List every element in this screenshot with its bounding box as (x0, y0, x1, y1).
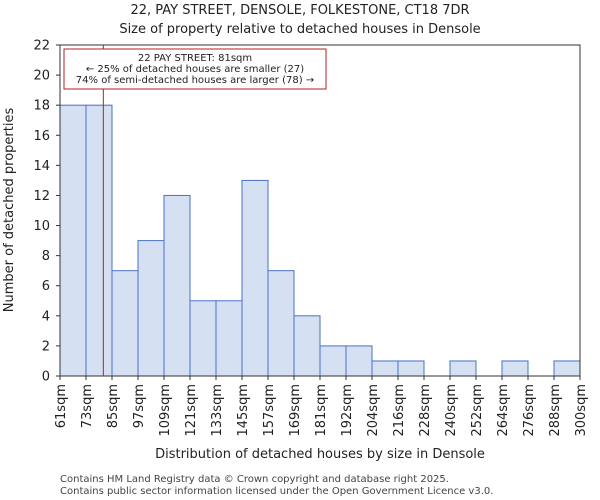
y-tick-label: 12 (33, 189, 50, 204)
annotation-box: 22 PAY STREET: 81sqm ← 25% of detached h… (63, 48, 327, 90)
x-axis-label: Distribution of detached houses by size … (155, 447, 485, 462)
y-tick-label: 14 (33, 159, 50, 174)
histogram-bar (449, 360, 477, 377)
histogram-bar (85, 104, 113, 377)
histogram-bar (163, 194, 191, 377)
annotation-line-2: ← 25% of detached houses are smaller (27… (86, 64, 304, 75)
x-tick-label: 300sqm (574, 384, 589, 437)
histogram-bar (553, 360, 581, 377)
y-tick-label: 20 (33, 69, 50, 84)
y-tick-label: 18 (33, 99, 50, 114)
x-tick-label: 97sqm (132, 384, 147, 428)
bars (59, 104, 581, 377)
x-tick-label: 169sqm (288, 384, 303, 437)
y-tick-label: 6 (42, 279, 50, 294)
x-tick-label: 61sqm (54, 384, 69, 428)
footer-line-2: Contains public sector information licen… (60, 486, 493, 497)
chart-subtitle: Size of property relative to detached ho… (119, 22, 480, 37)
x-tick-label: 145sqm (236, 384, 251, 437)
y-tick-label: 22 (33, 39, 50, 54)
x-tick-label: 121sqm (184, 384, 199, 437)
x-tick-label: 240sqm (444, 384, 459, 437)
annotation-box-frame (63, 48, 327, 90)
x-tick-label: 157sqm (262, 384, 277, 437)
histogram-bar (501, 360, 529, 377)
y-axis-ticks: 0 2 4 6 8 10 12 14 16 18 20 22 (33, 39, 60, 385)
x-tick-label: 228sqm (418, 384, 433, 437)
plot-frame (59, 44, 581, 377)
y-tick-label: 0 (42, 370, 50, 385)
x-tick-label: 133sqm (210, 384, 225, 437)
x-tick-label: 85sqm (106, 384, 121, 428)
x-axis-ticks: 61sqm 73sqm 85sqm 97sqm 109sqm 121sqm 133sqm 14… (54, 376, 589, 437)
x-tick-label: 109sqm (158, 384, 173, 437)
histogram-bar (241, 179, 269, 377)
x-tick-label: 181sqm (314, 384, 329, 437)
histogram-bar (397, 360, 425, 377)
histogram-bar (215, 300, 243, 377)
x-tick-label: 264sqm (496, 384, 511, 437)
histogram-bar (267, 270, 295, 377)
x-tick-label: 252sqm (470, 384, 485, 437)
y-tick-label: 10 (33, 219, 50, 234)
histogram-bar (189, 300, 217, 377)
annotation-line-1: 22 PAY STREET: 81sqm (138, 53, 252, 64)
footer-line-1: Contains HM Land Registry data © Crown c… (60, 474, 449, 485)
y-tick-label: 16 (33, 129, 50, 144)
chart-title: 22, PAY STREET, DENSOLE, FOLKESTONE, CT1… (130, 3, 469, 18)
annotation-line-3: 74% of semi-detached houses are larger (… (76, 75, 314, 86)
y-tick-label: 2 (42, 339, 50, 354)
histogram-bar (293, 315, 321, 377)
x-tick-label: 192sqm (340, 384, 355, 437)
y-tick-label: 4 (42, 309, 50, 324)
x-tick-label: 288sqm (548, 384, 563, 437)
histogram-bar (345, 345, 373, 377)
x-tick-label: 73sqm (80, 384, 95, 428)
y-tick-label: 8 (42, 249, 50, 264)
histogram-bar (111, 270, 139, 377)
x-tick-label: 276sqm (522, 384, 537, 437)
x-tick-label: 216sqm (392, 384, 407, 437)
histogram-bar (319, 345, 347, 377)
x-tick-label: 204sqm (366, 384, 381, 437)
y-axis-label: Number of detached properties (2, 108, 17, 313)
histogram-bar (371, 360, 399, 377)
histogram-bar (137, 240, 165, 377)
histogram-bar (59, 104, 87, 377)
